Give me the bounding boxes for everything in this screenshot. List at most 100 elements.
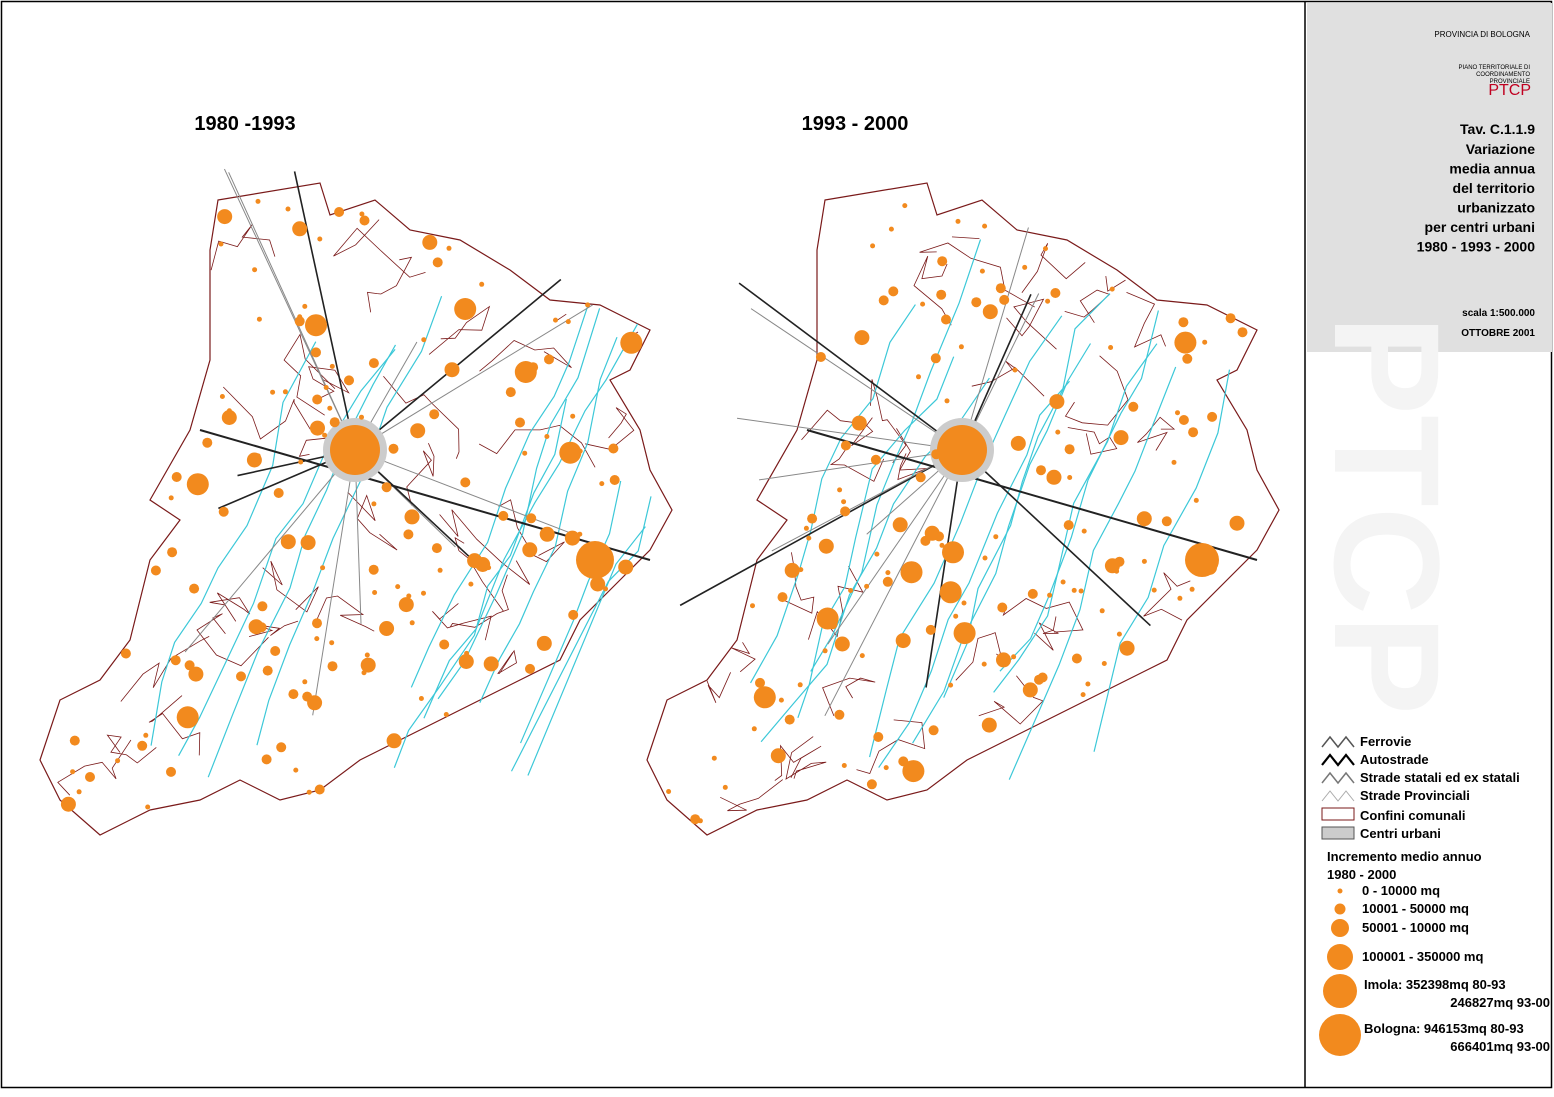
growth-circle	[327, 405, 333, 411]
road	[750, 308, 963, 451]
road	[293, 171, 356, 451]
river	[1008, 366, 1177, 780]
growth-circle	[361, 670, 367, 676]
growth-circle	[403, 529, 414, 540]
municipal-boundary	[720, 779, 783, 812]
growth-circle	[454, 298, 477, 320]
growth-circle	[1037, 672, 1048, 683]
title-line: media annua	[1449, 161, 1535, 177]
growth-circle	[1207, 411, 1218, 422]
date: OTTOBRE 2001	[1461, 328, 1535, 339]
road	[961, 227, 1029, 451]
growth-circle	[1128, 401, 1139, 412]
growth-circle	[570, 614, 576, 620]
growth-circle	[883, 765, 889, 771]
river	[527, 526, 646, 776]
municipal-boundary	[439, 509, 531, 585]
growth-circle	[564, 530, 580, 546]
growth-circle	[176, 706, 199, 729]
growth-circle	[834, 636, 850, 652]
legend-class-label: 10001 - 50000 mq	[1362, 901, 1469, 916]
legend-label: Strade statali ed ex statali	[1360, 770, 1520, 785]
legend-circle	[1337, 888, 1343, 894]
growth-circle	[288, 689, 299, 700]
growth-circle	[536, 635, 552, 651]
growth-circle	[666, 789, 672, 794]
growth-circle	[690, 814, 701, 825]
growth-circle	[1178, 415, 1189, 425]
growth-circle	[1101, 661, 1107, 666]
growth-circle	[217, 209, 233, 225]
growth-circle	[429, 409, 440, 420]
municipal-boundary	[478, 424, 596, 468]
table-code: Tav. C.1.1.9	[1460, 121, 1535, 137]
growth-circle	[1078, 588, 1084, 594]
growth-circle	[544, 434, 550, 439]
growth-circle	[314, 784, 325, 795]
road	[354, 304, 593, 451]
growth-circle	[302, 303, 308, 309]
legend-circle	[1331, 919, 1349, 937]
growth-circle	[302, 691, 313, 702]
municipal-boundary	[333, 219, 426, 278]
growth-circle	[995, 283, 1006, 294]
growth-circle	[404, 509, 420, 525]
growth-circle	[270, 646, 281, 656]
river	[207, 344, 397, 778]
growth-circle	[1178, 317, 1189, 328]
growth-circle	[282, 389, 288, 395]
growth-circle	[255, 198, 261, 204]
growth-circle	[1071, 653, 1082, 664]
growth-circle	[418, 696, 424, 701]
growth-circle	[255, 453, 261, 459]
growth-circle	[270, 389, 276, 395]
road	[759, 449, 963, 481]
growth-circle	[1022, 682, 1038, 698]
growth-circle	[280, 534, 296, 550]
municipal-boundary	[262, 560, 319, 613]
road	[738, 282, 963, 451]
growth-circle	[505, 387, 516, 398]
growth-circle	[870, 243, 876, 249]
growth-circle	[898, 756, 909, 767]
growth-circle	[522, 542, 538, 558]
growth-circle	[784, 562, 800, 578]
growth-circle	[1151, 587, 1157, 593]
growth-circle	[916, 374, 921, 380]
municipal-boundary	[209, 592, 251, 622]
growth-circle	[70, 769, 76, 775]
legend-label: Centri urbani	[1360, 826, 1441, 841]
growth-circle	[870, 454, 881, 465]
growth-circle	[432, 257, 443, 268]
legend-class-label: Bologna: 946153mq 80-93	[1364, 1021, 1524, 1036]
growth-circle	[806, 535, 812, 541]
growth-circle	[202, 437, 213, 448]
growth-circle	[753, 686, 776, 709]
growth-circle	[479, 281, 485, 287]
river	[423, 323, 639, 719]
growth-circle	[409, 620, 415, 626]
growth-circle	[841, 499, 847, 505]
growth-circle	[515, 417, 525, 428]
legend-title: 1980 - 2000	[1327, 867, 1396, 882]
legend-class-label: 0 - 10000 mq	[1362, 883, 1440, 898]
growth-circle	[955, 218, 961, 224]
legend-class-label: 666401mq 93-00	[1450, 1039, 1550, 1054]
growth-circle	[608, 443, 619, 454]
growth-circle	[360, 657, 376, 673]
growth-circle	[859, 653, 865, 659]
growth-circle	[539, 526, 555, 542]
growth-circle	[422, 234, 438, 250]
growth-circle	[827, 619, 838, 630]
growth-circle	[306, 789, 312, 795]
growth-circle	[311, 347, 321, 358]
growth-circle	[252, 267, 258, 273]
municipal-boundary	[367, 256, 413, 313]
title-line: per centri urbani	[1425, 219, 1535, 235]
title-line: del territorio	[1453, 180, 1535, 196]
river	[150, 341, 317, 746]
growth-circle	[1010, 435, 1026, 451]
legend-label: Strade Provinciali	[1360, 788, 1470, 803]
growth-circle	[797, 682, 803, 688]
municipal-boundary	[57, 739, 132, 796]
